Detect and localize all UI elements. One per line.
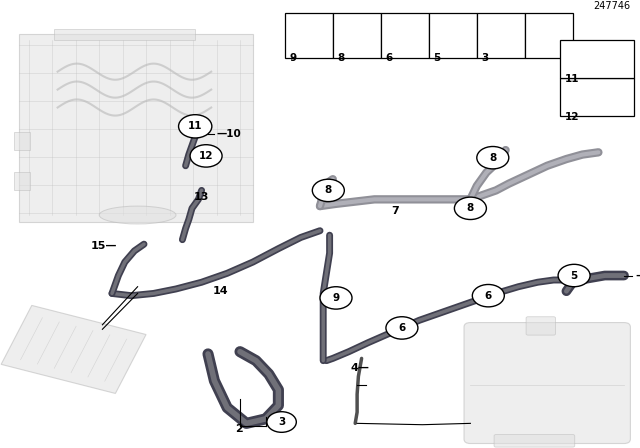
Text: 8: 8 (489, 153, 497, 163)
Text: —1: —1 (635, 271, 640, 280)
Text: 5: 5 (570, 271, 578, 280)
Circle shape (320, 287, 352, 309)
FancyBboxPatch shape (464, 323, 630, 444)
Bar (381, 13, 429, 58)
Text: 14: 14 (213, 286, 228, 296)
Text: 9: 9 (332, 293, 340, 303)
Text: 2: 2 (235, 424, 243, 434)
Circle shape (558, 264, 590, 287)
Bar (560, 40, 634, 78)
Text: 6: 6 (484, 291, 492, 301)
Circle shape (477, 146, 509, 169)
Text: 6: 6 (385, 53, 392, 63)
Bar (333, 13, 381, 58)
FancyBboxPatch shape (54, 29, 195, 40)
Text: 12: 12 (564, 112, 579, 122)
Text: 11: 11 (564, 74, 579, 84)
Bar (477, 13, 525, 58)
Text: 247746: 247746 (593, 1, 630, 11)
Circle shape (190, 145, 222, 167)
Circle shape (386, 317, 418, 339)
Text: 8: 8 (467, 203, 474, 213)
Text: 8: 8 (337, 53, 344, 63)
Text: 5: 5 (433, 53, 440, 63)
Circle shape (267, 412, 296, 432)
Text: 3: 3 (481, 53, 488, 63)
FancyBboxPatch shape (526, 317, 556, 335)
Ellipse shape (99, 206, 176, 224)
Text: 6: 6 (398, 323, 406, 333)
Circle shape (312, 179, 344, 202)
Bar (429, 13, 477, 58)
Polygon shape (1, 306, 146, 393)
Text: 15—: 15— (91, 241, 117, 251)
Bar (525, 13, 573, 58)
FancyBboxPatch shape (14, 172, 30, 190)
Circle shape (454, 197, 486, 220)
Bar (560, 78, 634, 116)
Text: 8: 8 (324, 185, 332, 195)
Text: 3: 3 (278, 417, 285, 427)
Circle shape (472, 284, 504, 307)
Text: 11: 11 (188, 121, 202, 131)
Text: 13: 13 (194, 192, 209, 202)
FancyBboxPatch shape (14, 132, 30, 150)
FancyBboxPatch shape (19, 34, 253, 222)
Bar (285, 13, 333, 58)
Circle shape (179, 115, 212, 138)
Text: 7: 7 (392, 206, 399, 215)
Text: —10: —10 (216, 129, 241, 139)
Text: 9: 9 (289, 53, 296, 63)
Text: 12: 12 (199, 151, 213, 161)
Text: 4—: 4— (350, 363, 369, 373)
FancyBboxPatch shape (494, 435, 575, 447)
